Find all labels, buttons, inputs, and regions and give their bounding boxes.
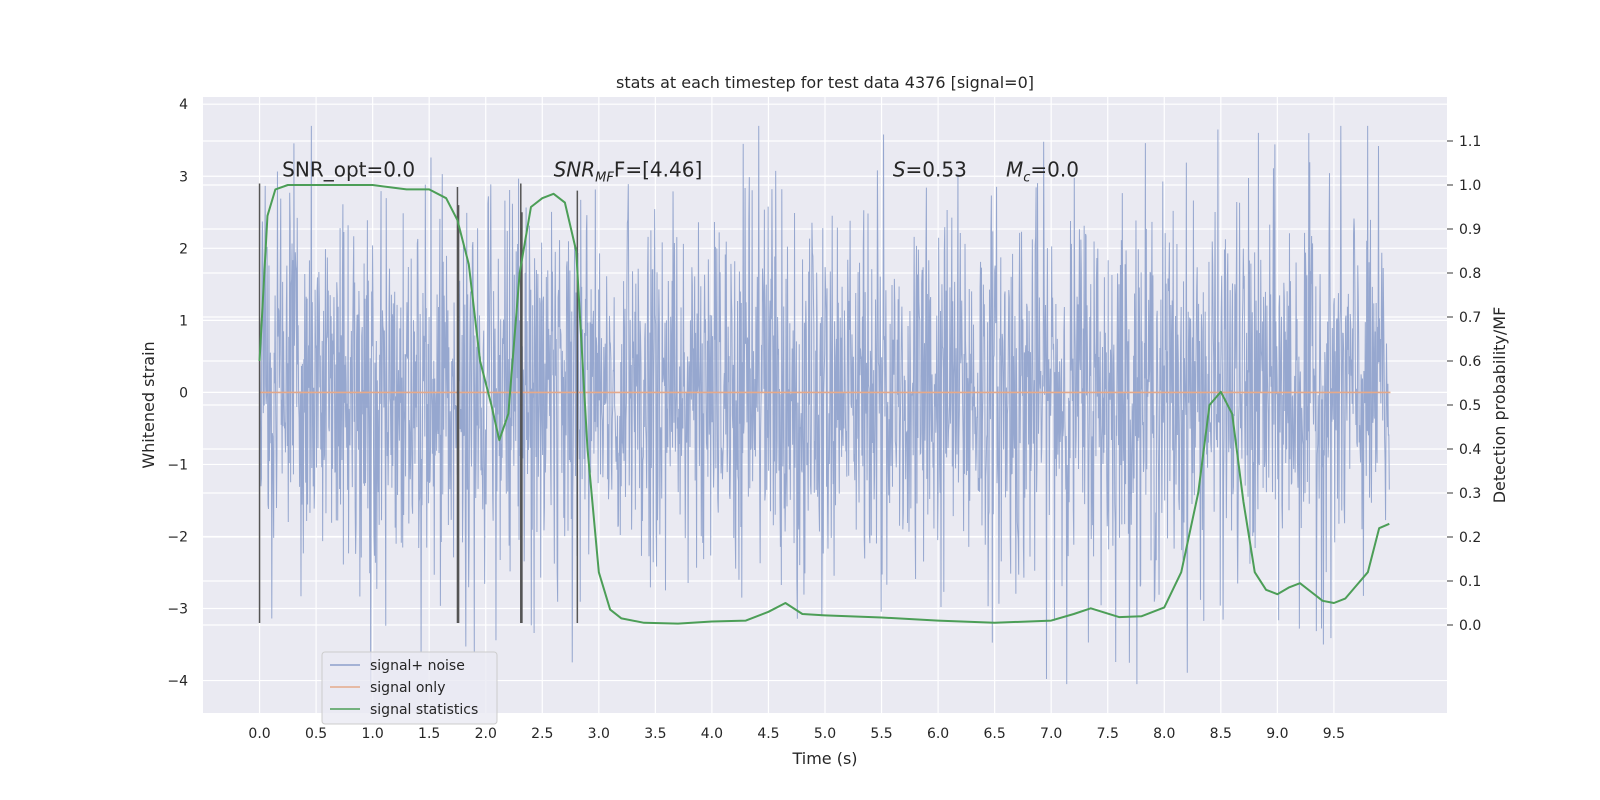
- y-tick-label-left: 2: [179, 241, 188, 257]
- x-tick-label: 7.5: [1097, 726, 1119, 742]
- y-tick-label-right: 0.3: [1459, 486, 1481, 502]
- x-tick-label: 8.0: [1153, 726, 1175, 742]
- x-tick-label: 0.5: [305, 726, 327, 742]
- legend-box: [321, 651, 498, 725]
- x-tick-label: 3.5: [644, 726, 666, 742]
- x-tick-label: 6.5: [984, 726, 1006, 742]
- y-tick-labels-left: 4 3 2 1 0 −1 −2 −3 −4: [167, 97, 188, 689]
- y-tick-label-left: 4: [179, 97, 188, 113]
- y-tick-label-right: 0.8: [1459, 266, 1481, 282]
- x-tick-label: 6.0: [927, 726, 949, 742]
- y-tick-label-right: 0.4: [1459, 442, 1481, 458]
- x-tick-label: 1.5: [418, 726, 440, 742]
- chart-title: stats at each timestep for test data 437…: [616, 73, 1034, 92]
- y-tick-label-right: 0.9: [1459, 222, 1481, 238]
- x-tick-labels: 0.0 0.5 1.0 1.5 2.0 2.5 3.0 3.5 4.0 4.5 5.0 5.5 6.0 6…: [248, 726, 1345, 742]
- x-axis-label: Time (s): [791, 749, 857, 768]
- x-tick-label: 3.0: [588, 726, 610, 742]
- signal-statistics-line: [258, 184, 1390, 625]
- annotations: SNR_opt=0.0 SNRMFF=[4.46] S=0.53 Mc=0.0: [282, 157, 1079, 185]
- y-tick-label-right: 0.7: [1459, 310, 1481, 326]
- y-tick-label-left: −2: [167, 529, 188, 545]
- series-signal-statistics: [258, 184, 1390, 625]
- y-axis-label-right: Detection probability/MF: [1490, 307, 1509, 504]
- x-tick-label: 2.5: [531, 726, 553, 742]
- x-tick-label: 9.0: [1266, 726, 1288, 742]
- annotation-s-stat: S=0.53: [893, 157, 967, 181]
- annotation-m-c: Mc=0.0: [1006, 157, 1079, 185]
- y-tick-label-left: 3: [179, 169, 188, 185]
- y-axis-label-left: Whitened strain: [139, 341, 158, 468]
- y-tick-labels-right: 1.1 1.0 0.9 0.8 0.7 0.6 0.5 0.4 0.3 0.2 0.1 0.0: [1447, 134, 1481, 634]
- legend: signal+ noise signal only signal statist…: [321, 651, 498, 725]
- x-tick-label: 2.0: [475, 726, 497, 742]
- x-tick-label: 9.5: [1323, 726, 1345, 742]
- x-tick-label: 4.5: [757, 726, 779, 742]
- x-tick-label: 0.0: [248, 726, 270, 742]
- x-tick-label: 1.0: [362, 726, 384, 742]
- y-tick-label-left: −3: [167, 602, 188, 618]
- y-tick-label-right: 0.2: [1459, 530, 1481, 546]
- legend-label-signal-noise: signal+ noise: [370, 658, 465, 674]
- y-tick-label-left: 0: [179, 385, 188, 401]
- y-tick-label-right: 0.1: [1459, 574, 1481, 590]
- y-tick-label-left: −4: [167, 674, 188, 690]
- annotation-snr-mf: SNRMFF=[4.46]: [554, 157, 703, 185]
- y-tick-label-right: 0.5: [1459, 398, 1481, 414]
- x-tick-label: 5.0: [814, 726, 836, 742]
- series-signal-noise: [259, 125, 1390, 685]
- x-tick-label: 4.0: [701, 726, 723, 742]
- y-tick-label-right: 1.0: [1459, 178, 1481, 194]
- y-tick-label-left: 1: [179, 313, 188, 329]
- y-tick-label-right: 1.1: [1459, 134, 1481, 150]
- y-tick-label-left: −1: [167, 457, 188, 473]
- signal-noise-line: [259, 125, 1390, 685]
- x-tick-label: 5.5: [870, 726, 892, 742]
- y-tick-label-right: 0.0: [1459, 618, 1481, 634]
- legend-label-signal-only: signal only: [370, 680, 445, 696]
- x-tick-label: 7.0: [1040, 726, 1062, 742]
- annotation-snr-opt: SNR_opt=0.0: [282, 157, 415, 181]
- legend-label-signal-statistics: signal statistics: [370, 702, 478, 718]
- x-tick-label: 8.5: [1210, 726, 1232, 742]
- y-tick-label-right: 0.6: [1459, 354, 1481, 370]
